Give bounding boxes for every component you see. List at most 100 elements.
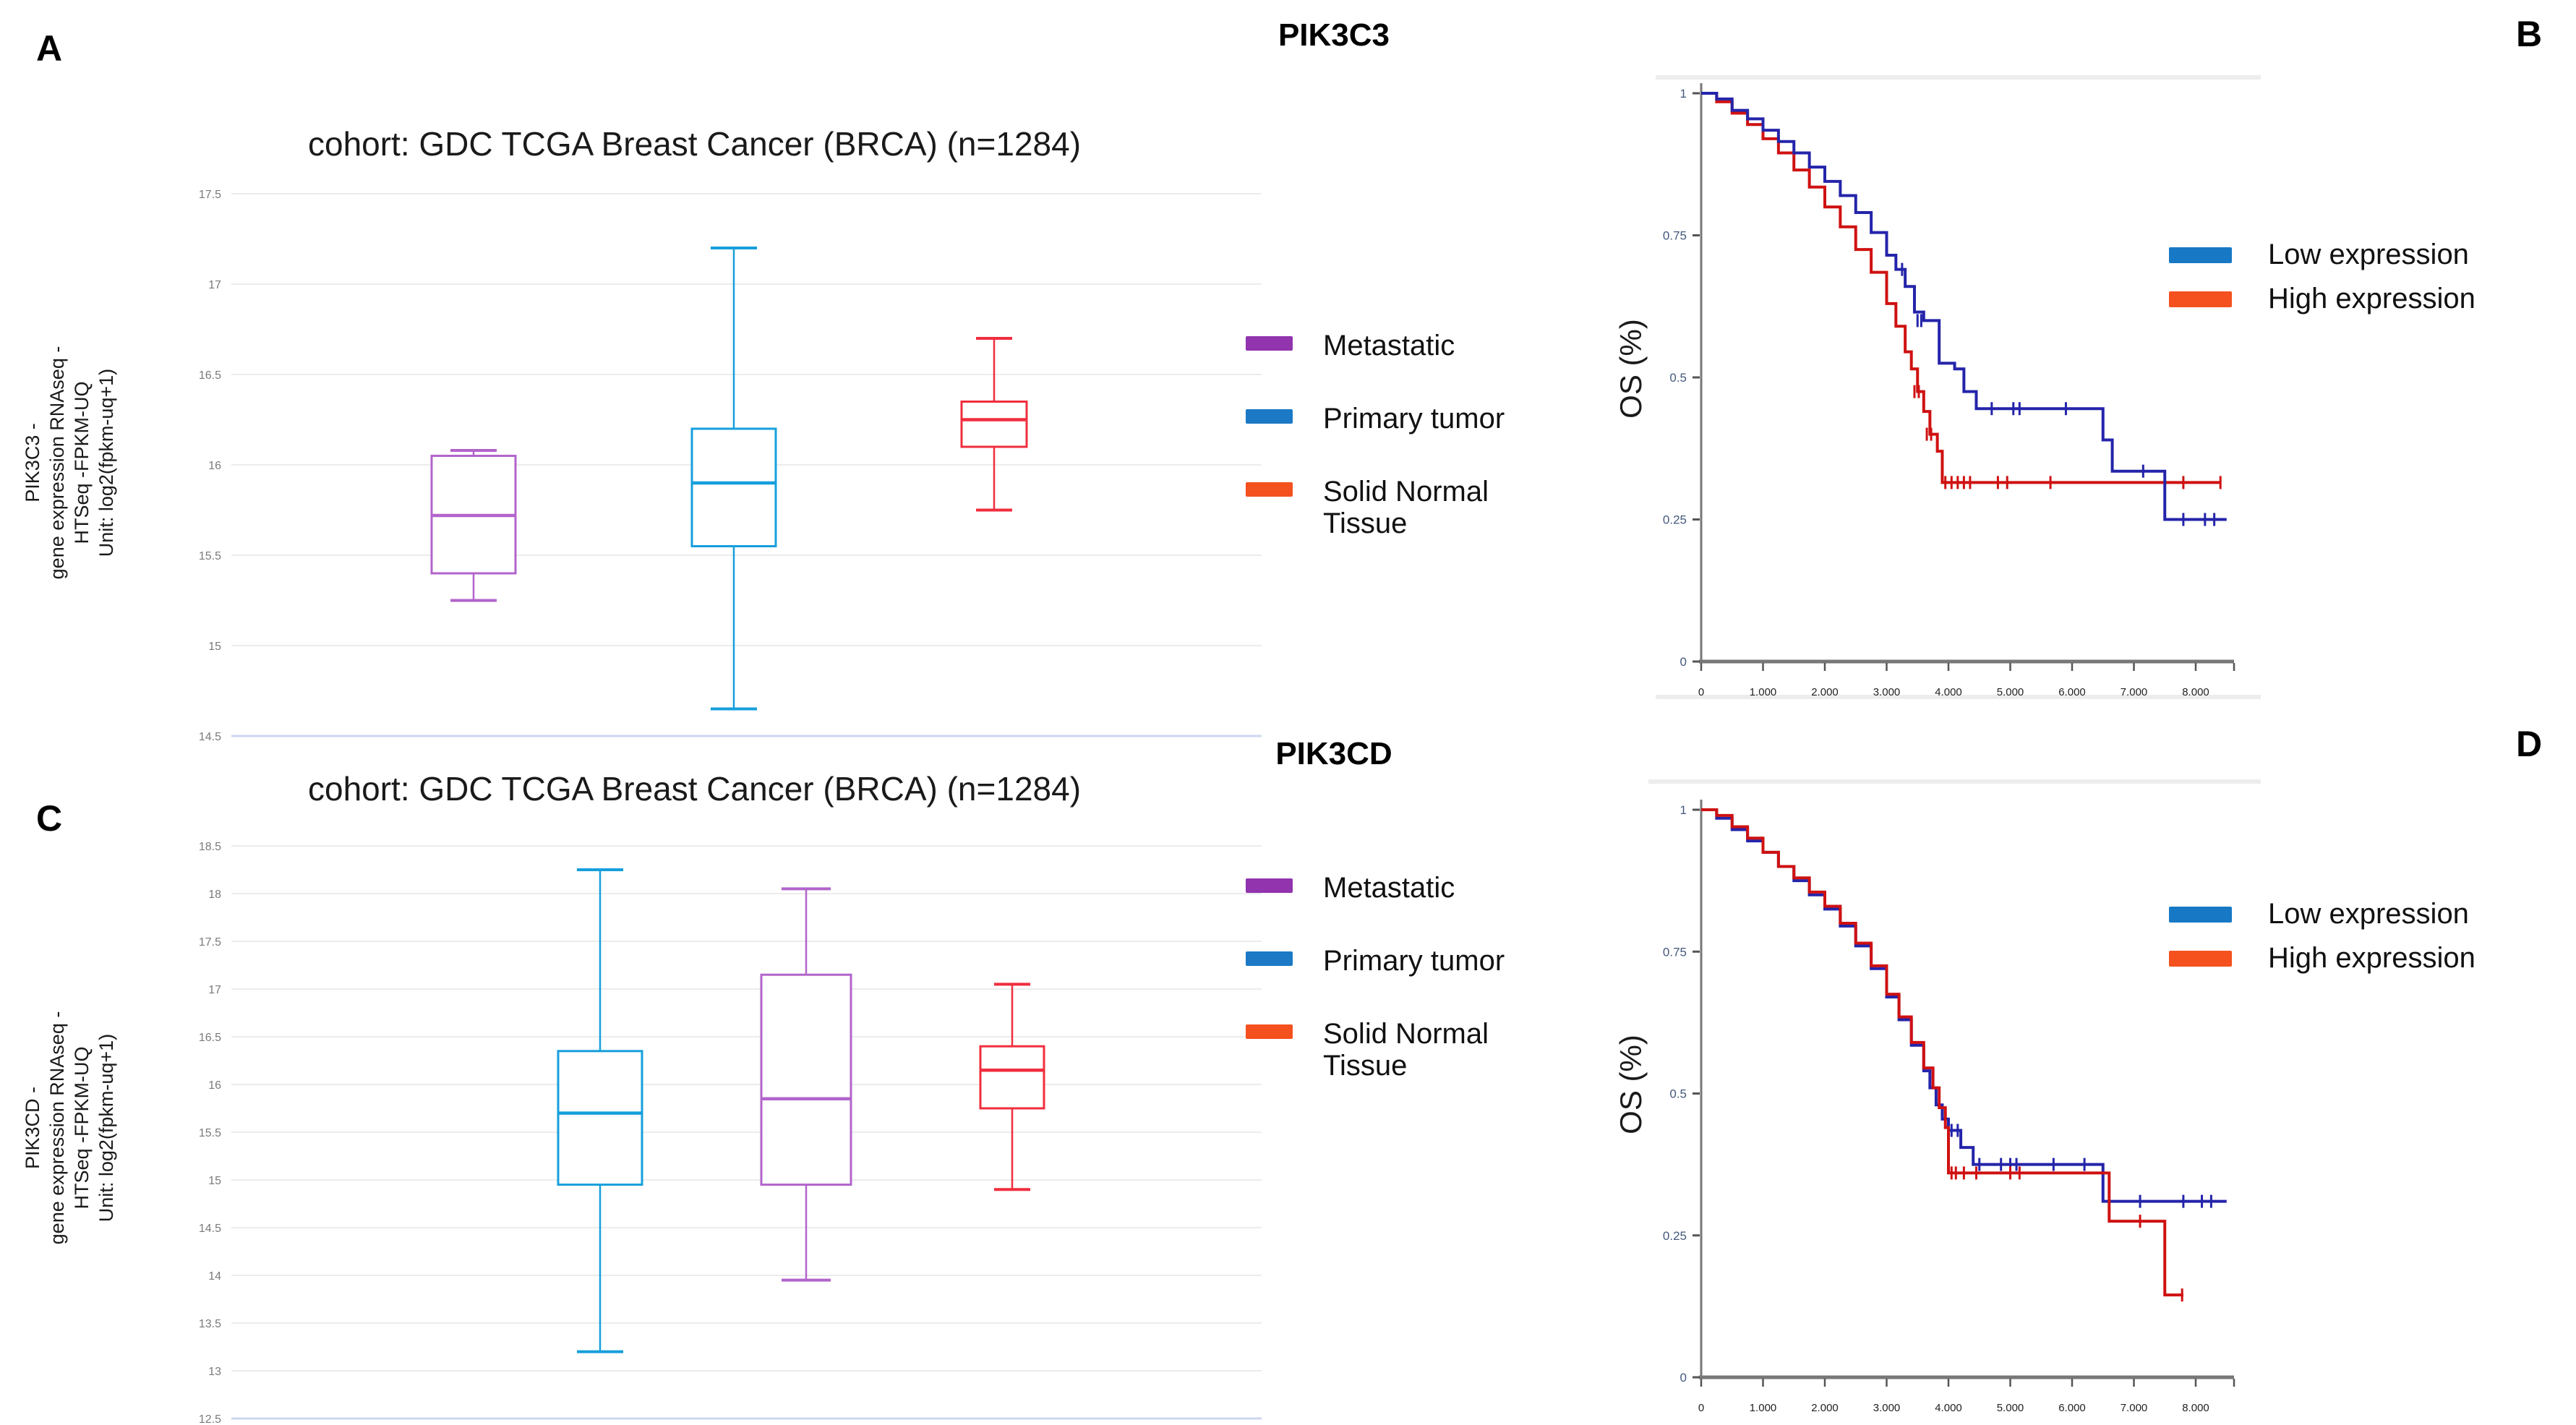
km-curve-high-expression [1701, 92, 2221, 484]
y-tick-label: 17.5 [199, 936, 221, 949]
legend-panel-d: Low expression High expression [2169, 898, 2476, 975]
y-axis-label-panel-c: PIK3CD - gene expression RNAseq - HTSeq … [19, 925, 120, 1330]
os-axis-label-panel-b: OS (%) [1614, 319, 1648, 419]
legend-item-metastatic: Metastatic [1246, 872, 1547, 904]
legend-panel-c: Metastatic Primary tumor Solid Normal Ti… [1246, 872, 1547, 1082]
low-expression-color-swatch [2169, 247, 2232, 263]
y-axis-label-line: HTSeq -FPKM-UQ [71, 1046, 93, 1210]
x-tick-label: 8.000 [2182, 1402, 2209, 1414]
legend-item-label: Solid Normal Tissue [1323, 475, 1489, 540]
x-tick-label: 3.000 [1873, 1402, 1901, 1414]
x-tick-label: 1.000 [1750, 1402, 1777, 1414]
box-iqr-rect [960, 401, 1028, 448]
panel-a-letter: A [36, 28, 63, 69]
y-tick-label: 16.5 [199, 1032, 221, 1044]
legend-item-solid-normal: Solid Normal Tissue [1246, 476, 1547, 541]
x-tick-label: 7.000 [2121, 686, 2148, 698]
km-curve-high-expression [1701, 808, 2183, 1297]
primary-tumor-color-swatch [1246, 408, 1293, 424]
legend-item-label: High expression [2268, 283, 2476, 314]
legend-item-solid-normal: Solid Normal Tissue [1246, 1018, 1547, 1083]
y-tick-label: 14.5 [199, 731, 221, 743]
box-iqr-rect [557, 1050, 643, 1186]
y-tick-label: 13.5 [199, 1318, 221, 1330]
solid-normal-color-swatch [1246, 1024, 1293, 1039]
y-tick-label: 1 [1680, 87, 1687, 100]
y-axis-label-line: Unit: log2(fpkm-uq+1) [95, 368, 117, 557]
legend-item-high-expression: High expression [2169, 942, 2476, 975]
y-axis-label-line: HTSeq -FPKM-UQ [71, 381, 93, 544]
x-tick-label: 5.000 [1997, 1402, 2024, 1414]
y-tick-label: 1 [1680, 803, 1687, 817]
y-tick-label: 0.25 [1663, 513, 1687, 527]
metastatic-color-swatch [1246, 336, 1293, 351]
legend-item-high-expression: High expression [2169, 283, 2476, 315]
legend-item-primary-tumor: Primary tumor [1246, 945, 1547, 977]
y-tick-label: 0 [1680, 1371, 1687, 1385]
box-iqr-rect [760, 973, 852, 1186]
y-tick-label: 0.5 [1669, 371, 1687, 385]
y-tick-label: 17 [208, 279, 221, 291]
high-expression-color-swatch [2169, 950, 2232, 967]
x-tick-label: 6.000 [2058, 1402, 2086, 1414]
y-axis-label-line: PIK3C3 - [22, 423, 43, 502]
cohort-title-panel-a: cohort: GDC TCGA Breast Cancer (BRCA) (n… [307, 125, 1082, 163]
legend-item-low-expression: Low expression [2169, 898, 2476, 930]
high-expression-color-swatch [2169, 291, 2232, 307]
y-tick-label: 0 [1680, 655, 1687, 669]
y-tick-label: 0.5 [1669, 1087, 1687, 1101]
y-tick-label: 18 [208, 889, 221, 901]
y-axis-label-line: gene expression RNAseq - [46, 1011, 68, 1245]
y-tick-label: 18.5 [199, 841, 221, 853]
panel-d-letter: D [2516, 724, 2543, 764]
x-tick-label: 4.000 [1935, 1402, 1962, 1414]
y-tick-label: 17.5 [199, 189, 221, 201]
y-tick-label: 16 [208, 460, 221, 472]
y-tick-label: 16.5 [199, 369, 221, 382]
y-tick-label: 15 [208, 641, 221, 653]
gene-title-pik3cd: PIK3CD [1275, 736, 1392, 771]
box-iqr-rect [690, 427, 777, 547]
x-tick-label: 0 [1698, 1402, 1704, 1414]
legend-item-label: Primary tumor [1323, 402, 1505, 435]
legend-item-primary-tumor: Primary tumor [1246, 403, 1547, 435]
legend-item-metastatic: Metastatic [1246, 330, 1547, 362]
y-tick-label: 16 [208, 1079, 221, 1092]
y-tick-label: 14.5 [199, 1223, 221, 1235]
x-tick-label: 3.000 [1873, 686, 1901, 698]
gene-title-pik3c3: PIK3C3 [1278, 17, 1390, 53]
metastatic-color-swatch [1246, 878, 1293, 893]
y-axis-label-line: gene expression RNAseq - [46, 346, 68, 580]
legend-item-label: High expression [2268, 942, 2476, 974]
km-curve-low-expression [1701, 92, 2227, 521]
legend-item-label: Solid Normal Tissue [1323, 1017, 1489, 1082]
legend-item-label: Metastatic [1323, 872, 1455, 904]
y-tick-label: 12.5 [199, 1413, 221, 1425]
legend-item-label: Low expression [2268, 239, 2469, 270]
legend-panel-a: Metastatic Primary tumor Solid Normal Ti… [1246, 330, 1547, 540]
solid-normal-color-swatch [1246, 482, 1293, 497]
x-tick-label: 7.000 [2121, 1402, 2148, 1414]
low-expression-color-swatch [2169, 906, 2232, 923]
x-tick-label: 0 [1698, 686, 1704, 698]
x-tick-label: 1.000 [1750, 686, 1777, 698]
y-tick-label: 0.75 [1663, 229, 1687, 243]
km-curve-low-expression [1701, 808, 2227, 1203]
y-tick-label: 0.25 [1663, 1229, 1687, 1243]
x-tick-label: 8.000 [2182, 686, 2209, 698]
y-tick-label: 15.5 [199, 550, 221, 562]
y-axis-label-panel-a: PIK3C3 - gene expression RNAseq - HTSeq … [19, 260, 120, 665]
legend-item-low-expression: Low expression [2169, 239, 2476, 271]
primary-tumor-color-swatch [1246, 951, 1293, 966]
panel-c-letter: C [36, 798, 63, 839]
y-tick-label: 14 [208, 1270, 221, 1283]
os-axis-label-panel-d: OS (%) [1614, 1035, 1648, 1134]
y-axis-label-line: PIK3CD - [22, 1086, 43, 1170]
y-tick-label: 15.5 [199, 1127, 221, 1139]
box-iqr-rect [979, 1045, 1045, 1110]
panel-b-letter: B [2516, 14, 2543, 54]
x-tick-label: 2.000 [1811, 686, 1839, 698]
x-tick-label: 4.000 [1935, 686, 1962, 698]
